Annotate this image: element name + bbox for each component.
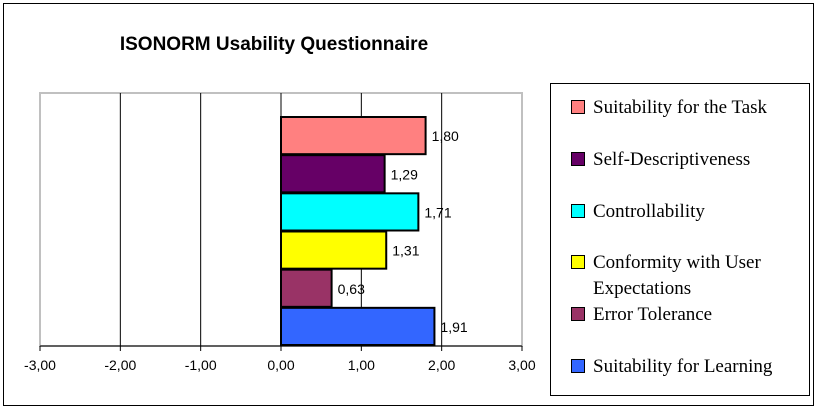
chart-frame: ISONORM Usability Questionnaire 1,80 1,29… xyxy=(3,3,814,406)
legend-swatch xyxy=(571,307,585,321)
chart-legend: Suitability for the Task Self-Descriptive… xyxy=(550,83,810,396)
legend-label: Self-Descriptiveness xyxy=(593,149,751,170)
legend-item: Conformity with User Expectations xyxy=(551,250,809,302)
x-tick-label: 3,00 xyxy=(508,357,535,373)
bar xyxy=(280,116,427,156)
data-label: 1,91 xyxy=(440,319,467,335)
chart-svg: 1,80 1,29 1,71 1,31 0,63 1,91 -3,00 -2,00 -1,00 0… xyxy=(24,92,536,373)
chart-title: ISONORM Usability Questionnaire xyxy=(119,34,429,55)
x-tick-label: -3,00 xyxy=(24,357,56,373)
legend-label: Suitability for the Task xyxy=(593,97,768,118)
legend-swatch xyxy=(571,255,585,269)
legend-item: Suitability for Learning xyxy=(551,354,809,380)
bar xyxy=(280,230,388,270)
legend-label: Suitability for Learning xyxy=(593,356,773,377)
bar xyxy=(280,306,436,347)
x-tick-label: -2,00 xyxy=(104,357,136,373)
bar xyxy=(280,154,386,194)
x-tick-label: 1,00 xyxy=(348,357,375,373)
legend-item: Self-Descriptiveness xyxy=(551,147,809,173)
x-tick-label: 2,00 xyxy=(428,357,455,373)
legend-swatch xyxy=(571,359,585,373)
legend-item: Controllability xyxy=(551,199,809,225)
data-label: 1,31 xyxy=(392,243,419,259)
legend-label: Controllability xyxy=(593,201,705,222)
bar xyxy=(280,192,420,232)
data-label: 1,80 xyxy=(432,128,459,144)
legend-item: Error Tolerance xyxy=(551,302,809,328)
data-label: 1,29 xyxy=(391,166,418,182)
legend-label: Error Tolerance xyxy=(593,304,713,325)
data-label: 0,63 xyxy=(338,281,365,297)
legend-label: Conformity with User Expectations xyxy=(593,252,761,299)
legend-item: Suitability for the Task xyxy=(551,95,809,121)
legend-swatch xyxy=(571,152,585,166)
legend-swatch xyxy=(571,100,585,114)
bar xyxy=(280,268,333,308)
x-tick-label: -1,00 xyxy=(185,357,217,373)
x-tick-label: 0,00 xyxy=(267,357,294,373)
legend-swatch xyxy=(571,204,585,218)
data-label: 1,71 xyxy=(424,204,451,220)
